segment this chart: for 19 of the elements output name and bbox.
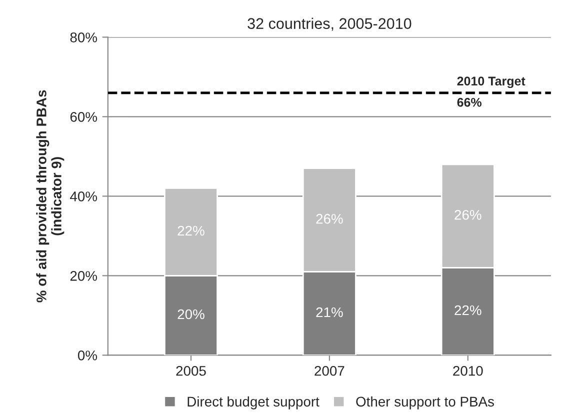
y-tick-label: 0% <box>78 350 98 360</box>
y-tick-label: 80% <box>70 32 98 42</box>
y-axis-title: % of aid provided through PBAs (indicator 9) <box>36 90 64 302</box>
data-label: 22% <box>454 305 482 316</box>
legend-label: Other support to PBAs <box>356 396 494 410</box>
x-tick-label: 2007 <box>314 366 344 376</box>
data-label: 22% <box>178 226 204 236</box>
x-tick-label: 2005 <box>176 366 206 376</box>
data-label: 20% <box>178 309 204 320</box>
x-tick-label: 2010 <box>453 366 483 376</box>
ref-line-label: 2010 Target 66% <box>457 76 526 107</box>
chart-title: 32 countries, 2005-2010 <box>248 18 412 31</box>
y-tick-label: 20% <box>70 271 98 281</box>
data-label: 21% <box>316 307 343 318</box>
y-tick-label: 60% <box>70 112 98 122</box>
y-tick-label: 40% <box>70 192 98 202</box>
legend-label: Direct budget support <box>188 396 320 410</box>
data-label: 26% <box>316 214 343 224</box>
data-label: 26% <box>454 210 482 220</box>
